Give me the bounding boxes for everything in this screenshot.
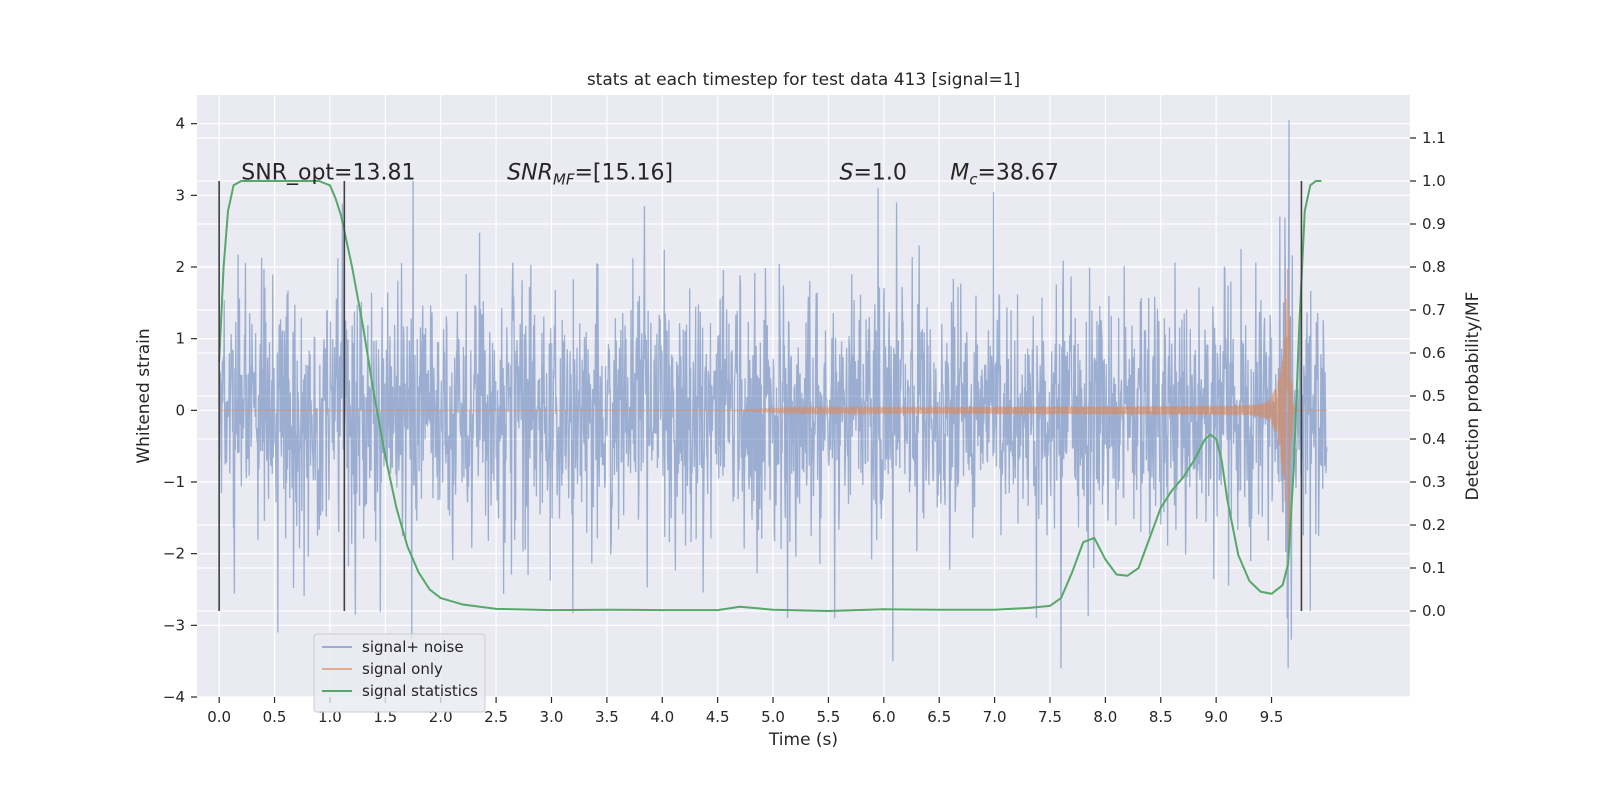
y-left-tick-label: 2 [175, 258, 185, 276]
x-tick-label: 7.0 [983, 708, 1007, 726]
y-right-tick-label: 1.0 [1422, 172, 1446, 190]
x-tick-label: 3.0 [540, 708, 564, 726]
annotation-suffix: =1.0 [853, 161, 906, 186]
y-left-axis-label: Whitened strain [134, 328, 154, 463]
annotation-snr-mf: SNRMF=[15.16] [507, 161, 673, 189]
x-axis-label: Time (s) [768, 730, 838, 750]
y-left-tick-label: −1 [163, 473, 185, 491]
x-tick-label: 5.0 [761, 708, 785, 726]
annotations: SNR_opt=13.81 SNRMF=[15.16] S=1.0 Mc=38.67 [241, 161, 1059, 189]
series-signal-statistics-line [218, 180, 1322, 612]
x-tick-label: 2.5 [484, 708, 508, 726]
series-layer [218, 120, 1328, 669]
y-left-axis-ticks: −4 −3 −2 −1 0 1 2 3 4 [163, 115, 197, 706]
annotation-base: SNR [507, 161, 553, 186]
y-left-tick-label: 0 [175, 401, 185, 419]
y-right-tick-label: 0.6 [1422, 344, 1446, 362]
x-tick-label: 9.0 [1204, 708, 1228, 726]
x-tick-label: 6.5 [927, 708, 951, 726]
annotation-stat-s: S=1.0 [840, 161, 907, 186]
x-tick-label: 7.5 [1038, 708, 1062, 726]
legend-label: signal only [362, 660, 443, 678]
x-tick-label: 9.5 [1260, 708, 1284, 726]
annotation-suffix: =[15.16] [574, 161, 673, 186]
y-right-tick-label: 0.4 [1422, 430, 1446, 448]
y-right-tick-label: 0.1 [1422, 559, 1446, 577]
x-tick-label: 8.5 [1149, 708, 1173, 726]
vertical-markers [218, 181, 1303, 611]
y-right-tick-label: 0.9 [1422, 215, 1446, 233]
y-right-tick-label: 0.8 [1422, 258, 1446, 276]
y-left-tick-label: −3 [163, 616, 185, 634]
legend-label: signal statistics [362, 682, 478, 700]
x-tick-label: 0.5 [263, 708, 287, 726]
y-right-tick-label: 0.2 [1422, 516, 1446, 534]
legend-label: signal+ noise [362, 638, 464, 656]
x-tick-label: 5.5 [816, 708, 840, 726]
y-left-tick-label: 1 [175, 330, 185, 348]
annotation-subscript: c [969, 171, 978, 189]
legend-box [313, 633, 486, 713]
y-right-axis-label: Detection probability/MF [1463, 292, 1483, 501]
x-tick-label: 4.0 [650, 708, 674, 726]
y-right-tick-label: 0.3 [1422, 473, 1446, 491]
y-left-tick-label: −4 [163, 688, 185, 706]
annotation-snr-opt: SNR_opt=13.81 [241, 161, 415, 186]
legend: signal+ noise signal only signal statistic… [313, 633, 486, 713]
annotation-base: M [950, 161, 969, 186]
y-right-axis-ticks: 0.0 0.1 0.2 0.3 0.4 0.5 0.6 0.7 0.8 0.9 1.0 1.1 [1410, 129, 1446, 620]
x-tick-label: 4.5 [706, 708, 730, 726]
annotation-suffix: =38.67 [978, 161, 1059, 186]
x-tick-label: 8.0 [1093, 708, 1117, 726]
y-right-tick-label: 0.5 [1422, 387, 1446, 405]
y-right-tick-label: 0.7 [1422, 301, 1446, 319]
x-tick-label: 0.0 [207, 708, 231, 726]
chart-title: stats at each timestep for test data 413… [587, 70, 1020, 90]
y-left-tick-label: 3 [175, 186, 185, 204]
x-tick-label: 3.5 [595, 708, 619, 726]
y-right-tick-label: 1.1 [1422, 129, 1446, 147]
annotation-chirp-mass: Mc=38.67 [950, 161, 1059, 189]
series-signal-noise-line [218, 120, 1328, 669]
y-left-tick-label: −2 [163, 545, 185, 563]
series-signal-only-line [219, 268, 1327, 559]
annotation-base: S [840, 161, 854, 186]
y-left-tick-label: 4 [175, 115, 185, 133]
y-right-tick-label: 0.0 [1422, 602, 1446, 620]
x-tick-label: 6.0 [872, 708, 896, 726]
annotation-subscript: MF [553, 171, 575, 189]
